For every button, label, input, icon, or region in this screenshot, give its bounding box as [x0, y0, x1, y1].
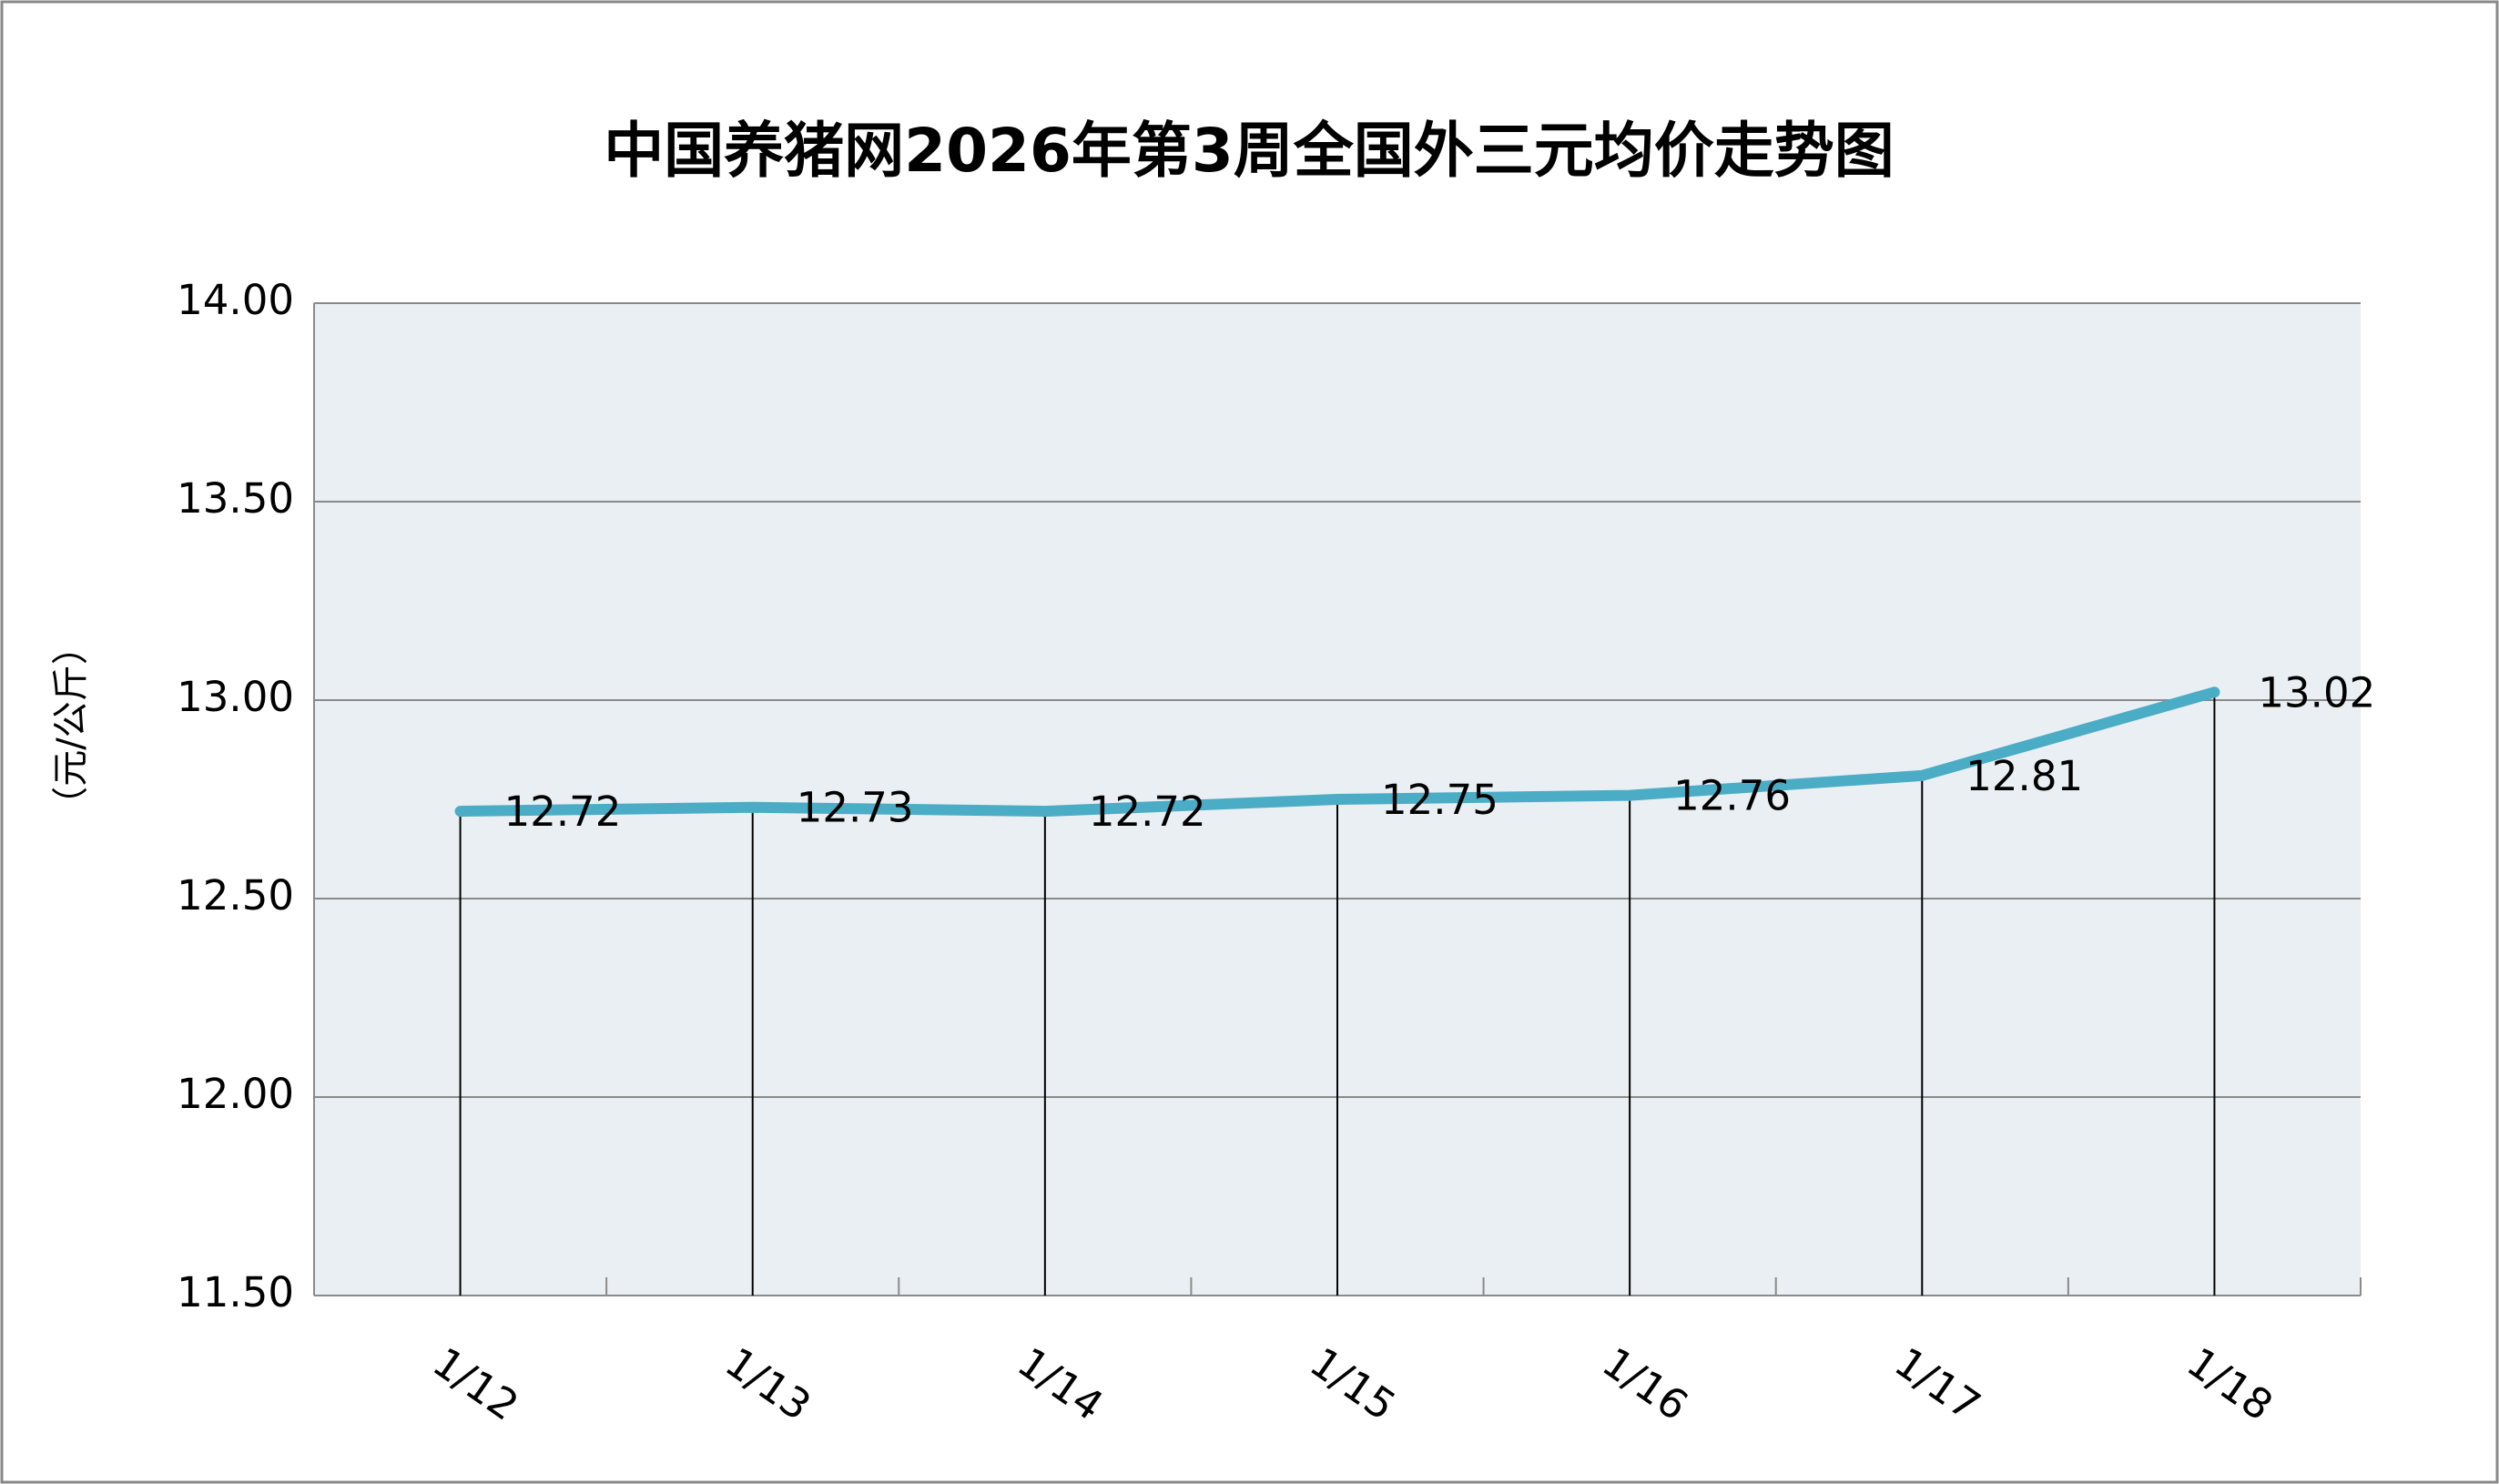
data-label: 12.73 [797, 784, 914, 832]
y-axis-label: （元/公斤） [50, 628, 92, 822]
chart-title: 中国养猪网2026年第3周全国外三元均价走势图 [604, 116, 1895, 186]
data-label: 12.81 [1966, 752, 2083, 800]
data-label: 12.72 [1089, 788, 1206, 836]
data-label: 12.76 [1673, 772, 1791, 820]
data-label: 12.75 [1381, 776, 1498, 824]
data-label: 13.02 [2258, 668, 2375, 717]
data-label: 12.72 [504, 788, 622, 836]
series-line [454, 686, 2220, 818]
y-tick-label: 12.00 [177, 1070, 294, 1118]
y-tick-label: 14.00 [177, 276, 294, 324]
y-tick-label: 11.50 [177, 1268, 294, 1316]
y-tick-label: 13.00 [177, 673, 294, 721]
y-tick-label: 13.50 [177, 474, 294, 523]
y-tick-label: 12.50 [177, 871, 294, 920]
